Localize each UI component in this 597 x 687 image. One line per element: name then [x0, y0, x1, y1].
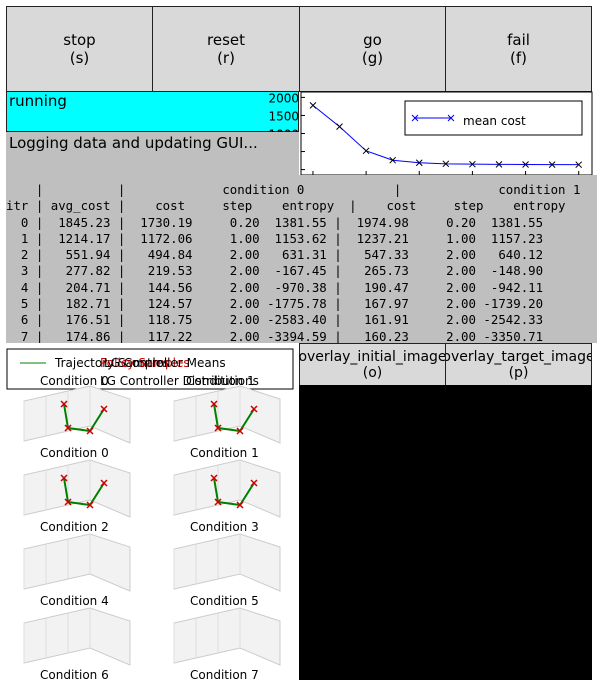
- legend-label: mean cost: [463, 114, 526, 128]
- button-label: go: [363, 31, 382, 49]
- log-row: 3 | 277.82 | 219.53 2.00 -167.45 | 265.7…: [6, 263, 544, 279]
- sample-marker: [250, 405, 258, 413]
- status-box: running: [6, 91, 299, 132]
- cost-marker: [442, 160, 450, 168]
- trajectory: [213, 477, 255, 507]
- subplot-title: Condition 0: [40, 446, 109, 460]
- button-label: fail: [507, 31, 530, 49]
- legend-label: Condition 1: [186, 374, 255, 388]
- status-text: running: [9, 92, 67, 110]
- button-key: (r): [217, 49, 235, 67]
- trajectory: [213, 403, 255, 433]
- axes-pane: [173, 459, 281, 518]
- sample-marker: [64, 424, 72, 432]
- legend-label: Policy Samples: [100, 356, 190, 370]
- y-tick-label: 2000: [268, 91, 299, 105]
- axes-pane: [23, 533, 131, 592]
- button-key: (s): [69, 49, 90, 67]
- button-label: overlay_target_image: [445, 348, 592, 365]
- log-header: | | condition 0 | condition 1: [6, 182, 581, 197]
- sample-marker: [210, 474, 218, 482]
- sample-marker: [214, 424, 222, 432]
- cost-marker: [309, 101, 317, 109]
- y-tick-label: 1500: [268, 109, 299, 123]
- button-key: (g): [361, 49, 384, 67]
- sample-marker: [214, 498, 222, 506]
- log-row: 6 | 176.51 | 118.75 2.00 -2583.40 | 161.…: [6, 312, 544, 328]
- button-key: (o): [362, 364, 383, 381]
- log-row: 4 | 204.71 | 144.56 2.00 -970.38 | 190.4…: [6, 279, 544, 295]
- sample-marker: [64, 498, 72, 506]
- image-view: [299, 385, 592, 680]
- button-key: (f): [510, 49, 527, 67]
- sample-marker: [60, 400, 68, 408]
- sample-marker: [100, 405, 108, 413]
- fail-button[interactable]: fail (f): [445, 6, 592, 92]
- sample-marker: [86, 427, 94, 435]
- sample-marker: [210, 400, 218, 408]
- subplot-title: Condition 5: [190, 594, 259, 608]
- axes-pane: [173, 385, 281, 444]
- axes-pane: [173, 607, 281, 666]
- axes-pane: [23, 607, 131, 666]
- reset-button[interactable]: reset (r): [152, 6, 300, 92]
- subplot-title: Condition 3: [190, 520, 259, 534]
- sample-marker: [100, 479, 108, 487]
- sample-marker: [60, 474, 68, 482]
- legend-label: Trajectory Samples: [54, 356, 169, 370]
- button-label: reset: [207, 31, 245, 49]
- subplot-title: Condition 7: [190, 668, 259, 682]
- cost-marker: [575, 161, 583, 169]
- button-label: overlay_initial_image: [298, 348, 447, 365]
- subplot-title: Condition 6: [40, 668, 109, 682]
- stop-button[interactable]: stop (s): [6, 6, 153, 92]
- subplot-title: Condition 4: [40, 594, 109, 608]
- subplot-title: Condition 1: [190, 446, 259, 460]
- overlay-target-button[interactable]: overlay_target_image (p): [445, 343, 592, 386]
- message-box: Logging data and updating GUI...: [6, 132, 299, 175]
- log-row: 1 | 1214.17 | 1172.06 1.00 1153.62 | 123…: [6, 230, 544, 246]
- cost-marker: [415, 159, 423, 167]
- button-key: (p): [508, 364, 529, 381]
- log-row: 0 | 1845.23 | 1730.19 0.20 1381.55 | 197…: [6, 214, 544, 230]
- legend-marker: [411, 114, 419, 122]
- subplot-title: Condition 2: [40, 520, 109, 534]
- overlay-initial-button[interactable]: overlay_initial_image (o): [298, 343, 447, 386]
- sample-marker: [236, 427, 244, 435]
- log-row: 5 | 182.71 | 124.57 2.00 -1775.78 | 167.…: [6, 296, 544, 312]
- legend-box: [6, 348, 294, 390]
- sample-marker: [250, 479, 258, 487]
- axes-pane: [23, 459, 131, 518]
- cost-marker: [469, 160, 476, 168]
- message-text: Logging data and updating GUI...: [9, 134, 258, 152]
- axes-pane: [23, 385, 131, 444]
- trajectory: [63, 403, 105, 433]
- cost-marker: [522, 161, 529, 168]
- trajectory: [63, 477, 105, 507]
- mean-cost-chart: 05001000150020000246810mean cost: [268, 91, 593, 196]
- cost-marker: [336, 123, 343, 130]
- legend-label: Condition 0: [40, 374, 109, 388]
- log-row: 2 | 551.94 | 494.84 2.00 631.31 | 547.33…: [6, 247, 544, 263]
- cost-marker: [495, 161, 503, 168]
- cost-marker: [362, 147, 370, 155]
- legend-marker: [447, 114, 455, 122]
- log-header: itr | avg_cost | cost step entropy | cos…: [6, 198, 566, 214]
- log-row: 7 | 174.86 | 117.22 2.00 -3394.59 | 160.…: [6, 328, 544, 343]
- cost-marker: [548, 161, 556, 168]
- sample-marker: [236, 501, 244, 509]
- legend-label: LG Controller Distributions: [100, 374, 259, 388]
- axes-pane: [173, 533, 281, 592]
- legend-label: LG Controller Means: [104, 356, 226, 370]
- go-button[interactable]: go (g): [299, 6, 446, 92]
- sample-marker: [86, 501, 94, 509]
- button-label: stop: [63, 31, 96, 49]
- log-table: | | condition 0 | condition 1 itr | avg_c…: [6, 175, 597, 343]
- cost-marker: [389, 156, 397, 164]
